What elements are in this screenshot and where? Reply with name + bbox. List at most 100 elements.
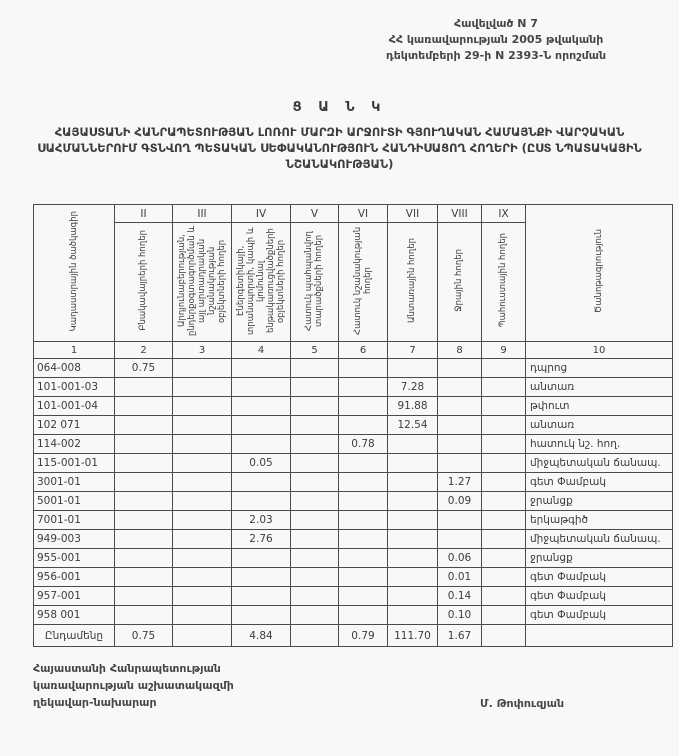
col-header-industrial-lands: Արդյունաբերության, ընդերքօգտագործման և ա… xyxy=(172,222,232,342)
col-header-settlement-lands: Բնակավայրերի հողեր xyxy=(114,222,173,342)
row-value xyxy=(114,510,173,530)
roman-numeral: V xyxy=(290,204,339,223)
row-value xyxy=(290,510,339,530)
row-value xyxy=(114,453,173,473)
row-value: 0.75 xyxy=(114,358,173,378)
row-value xyxy=(338,605,388,625)
row-value xyxy=(437,453,482,473)
signatory-line-1: Հայաստանի Հանրապետության xyxy=(33,662,221,675)
row-value xyxy=(387,434,438,454)
row-value xyxy=(481,434,526,454)
row-value xyxy=(387,529,438,549)
row-value xyxy=(114,605,173,625)
row-value xyxy=(437,396,482,416)
row-value xyxy=(172,396,232,416)
row-value: 2.03 xyxy=(231,510,291,530)
rotated-header-row: Բնակավայրերի հողեր Արդյունաբերության, ըն… xyxy=(34,222,673,342)
row-value xyxy=(481,491,526,511)
column-number: 6 xyxy=(338,341,388,359)
signatory-line-3: ղեկավար-նախարար xyxy=(33,696,157,710)
row-value xyxy=(437,434,482,454)
column-number: 7 xyxy=(387,341,438,359)
row-value xyxy=(231,377,291,397)
row-note: գետ Փամբակ xyxy=(525,567,673,587)
row-value xyxy=(231,358,291,378)
row-value xyxy=(387,453,438,473)
row-value xyxy=(114,491,173,511)
total-value: 1.67 xyxy=(437,624,482,647)
table-row: 101-001-03 7.28 անտառ xyxy=(33,377,673,397)
table-row: 064-008 0.75 դպրոց xyxy=(33,358,673,378)
row-value xyxy=(114,529,173,549)
row-value: 2.76 xyxy=(231,529,291,549)
row-code: 101-001-04 xyxy=(33,396,115,416)
row-value xyxy=(481,586,526,606)
row-value xyxy=(172,567,232,587)
row-value xyxy=(172,510,232,530)
signatory-title-block: Հայաստանի Հանրապետության կառավարության ա… xyxy=(33,660,333,711)
row-value xyxy=(387,567,438,587)
row-value xyxy=(290,358,339,378)
row-value xyxy=(172,529,232,549)
total-value xyxy=(481,624,526,647)
table-body: 064-008 0.75 դպրոց 101-001-03 7.28 անտառ 101-0… xyxy=(33,358,673,647)
table-row: 5001-01 0.09 ջրանցք xyxy=(33,491,673,511)
column-number: 9 xyxy=(481,341,526,359)
row-value xyxy=(114,548,173,568)
table-row: 955-001 0.06 ջրանցք xyxy=(33,548,673,568)
row-code: 101-001-03 xyxy=(33,377,115,397)
roman-numeral: IV xyxy=(231,204,291,223)
row-value xyxy=(338,529,388,549)
total-value: 0.75 xyxy=(114,624,173,647)
row-value xyxy=(387,358,438,378)
total-value xyxy=(290,624,339,647)
column-number: 3 xyxy=(172,341,232,359)
row-value xyxy=(387,548,438,568)
page-title: Ց Ա Ն Կ xyxy=(292,100,387,115)
row-value xyxy=(338,548,388,568)
column-number: 1 xyxy=(33,341,115,359)
row-value: 0.06 xyxy=(437,548,482,568)
table-row: 115-001-01 0.05 միջպետական ճանապ. xyxy=(33,453,673,473)
row-value xyxy=(114,567,173,587)
row-value xyxy=(481,567,526,587)
row-value xyxy=(437,358,482,378)
column-number-row: 1 2 3 4 5 6 7 8 9 10 xyxy=(33,341,673,359)
col-header-water-lands: Ջրային հողեր xyxy=(437,222,482,342)
row-value xyxy=(338,472,388,492)
total-note xyxy=(525,624,673,647)
row-value: 0.78 xyxy=(338,434,388,454)
row-value xyxy=(231,434,291,454)
row-value: 1.27 xyxy=(437,472,482,492)
annex-line-2: ՀՀ կառավարության 2005 թվականի xyxy=(388,32,604,46)
row-note: գետ Փամբակ xyxy=(525,586,673,606)
row-value xyxy=(231,605,291,625)
row-value xyxy=(114,472,173,492)
row-value xyxy=(338,415,388,435)
row-value xyxy=(437,415,482,435)
table-row: 3001-01 1.27 գետ Փամբակ xyxy=(33,472,673,492)
row-value xyxy=(172,605,232,625)
page-subtitle: ՀԱՅԱՍՏԱՆԻ ՀԱՆՐԱՊԵՏՈՒԹՅԱՆ ԼՈՌՈՒ ՄԱՐԶԻ ԱՐՋ… xyxy=(37,125,642,172)
column-number: 5 xyxy=(290,341,339,359)
row-value xyxy=(290,586,339,606)
roman-numeral: VI xyxy=(338,204,388,223)
table-row: 956-001 0.01 գետ Փամբակ xyxy=(33,567,673,587)
total-value: 111.70 xyxy=(387,624,438,647)
row-value: 0.09 xyxy=(437,491,482,511)
total-row: Ընդամենը 0.75 4.84 0.79 111.70 1.67 xyxy=(33,624,673,647)
row-value xyxy=(114,415,173,435)
col-header-energy-transport-lands: Էներգետիկայի, տրանսպորտի, կապի և կոմունա… xyxy=(231,222,291,342)
column-number: 8 xyxy=(437,341,482,359)
row-value xyxy=(231,396,291,416)
row-value xyxy=(172,358,232,378)
row-value xyxy=(338,453,388,473)
row-value xyxy=(172,453,232,473)
row-value xyxy=(437,377,482,397)
row-value xyxy=(231,548,291,568)
col-header-note-label: Ծանոթագրություն xyxy=(593,229,604,314)
col-header-note: Ծանոթագրություն xyxy=(525,204,673,342)
row-value xyxy=(290,453,339,473)
row-value xyxy=(481,548,526,568)
roman-numeral: IX xyxy=(481,204,526,223)
